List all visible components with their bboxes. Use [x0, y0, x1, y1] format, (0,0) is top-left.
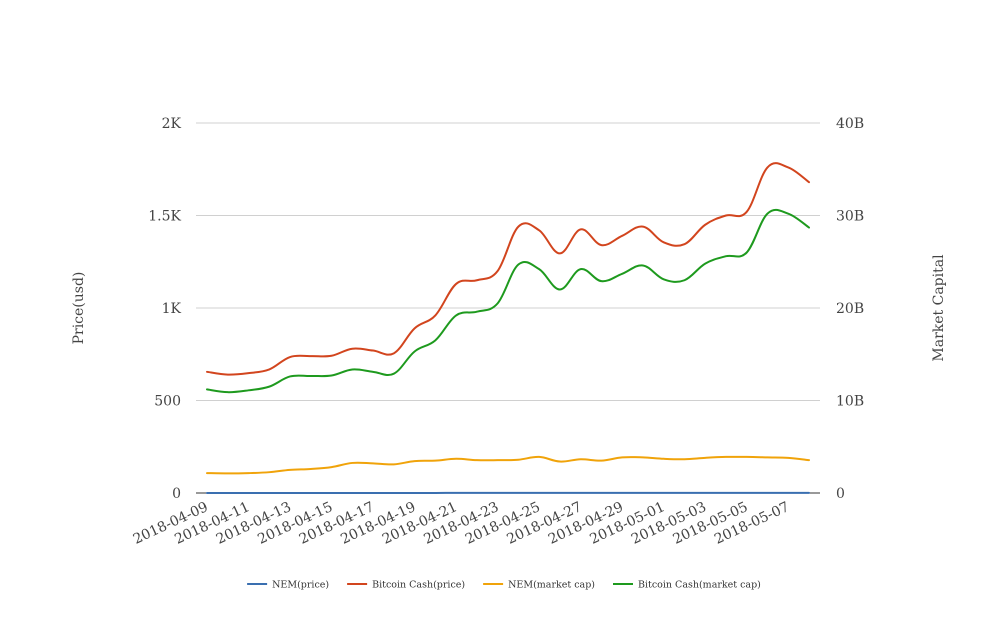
- y-tick-label: 1K: [162, 301, 182, 317]
- y2-axis-title: Market Capital: [931, 254, 947, 362]
- series-lines: [207, 163, 809, 493]
- legend-item-bitcoin-cash-market-cap: Bitcoin Cash(market cap): [613, 580, 761, 591]
- y-tick-label: 500: [154, 394, 181, 410]
- legend-item-nem-market-cap: NEM(market cap): [483, 580, 595, 591]
- series-line-bitcoin-cash-price: [207, 163, 809, 374]
- y-axis-title: Price(usd): [71, 272, 87, 345]
- gridlines: [196, 123, 820, 401]
- y2-tick-label: 0: [836, 486, 845, 502]
- series-line-bitcoin-cash-market-cap: [207, 210, 809, 392]
- y-tick-label: 2K: [162, 116, 182, 132]
- legend-label: Bitcoin Cash(market cap): [638, 580, 761, 591]
- legend-label: NEM(market cap): [508, 580, 595, 591]
- y2-tick-label: 10B: [836, 394, 864, 410]
- series-line-nem-market-cap: [207, 457, 809, 474]
- y-tick-label: 0: [172, 486, 181, 502]
- y-tick-label: 1.5K: [148, 209, 181, 225]
- legend-item-nem-price: NEM(price): [247, 580, 329, 591]
- y2-tick-label: 20B: [836, 301, 864, 317]
- legend-label: NEM(price): [272, 580, 329, 591]
- y2-tick-label: 30B: [836, 209, 864, 225]
- y2-tick-label: 40B: [836, 116, 864, 132]
- legend-item-bitcoin-cash-price: Bitcoin Cash(price): [347, 580, 465, 591]
- legend: NEM(price) Bitcoin Cash(price) NEM(market …: [247, 580, 761, 591]
- axes: 05001K1.5K2K010B20B30B40B2018-04-092018-…: [71, 116, 947, 548]
- legend-label: Bitcoin Cash(price): [372, 580, 465, 591]
